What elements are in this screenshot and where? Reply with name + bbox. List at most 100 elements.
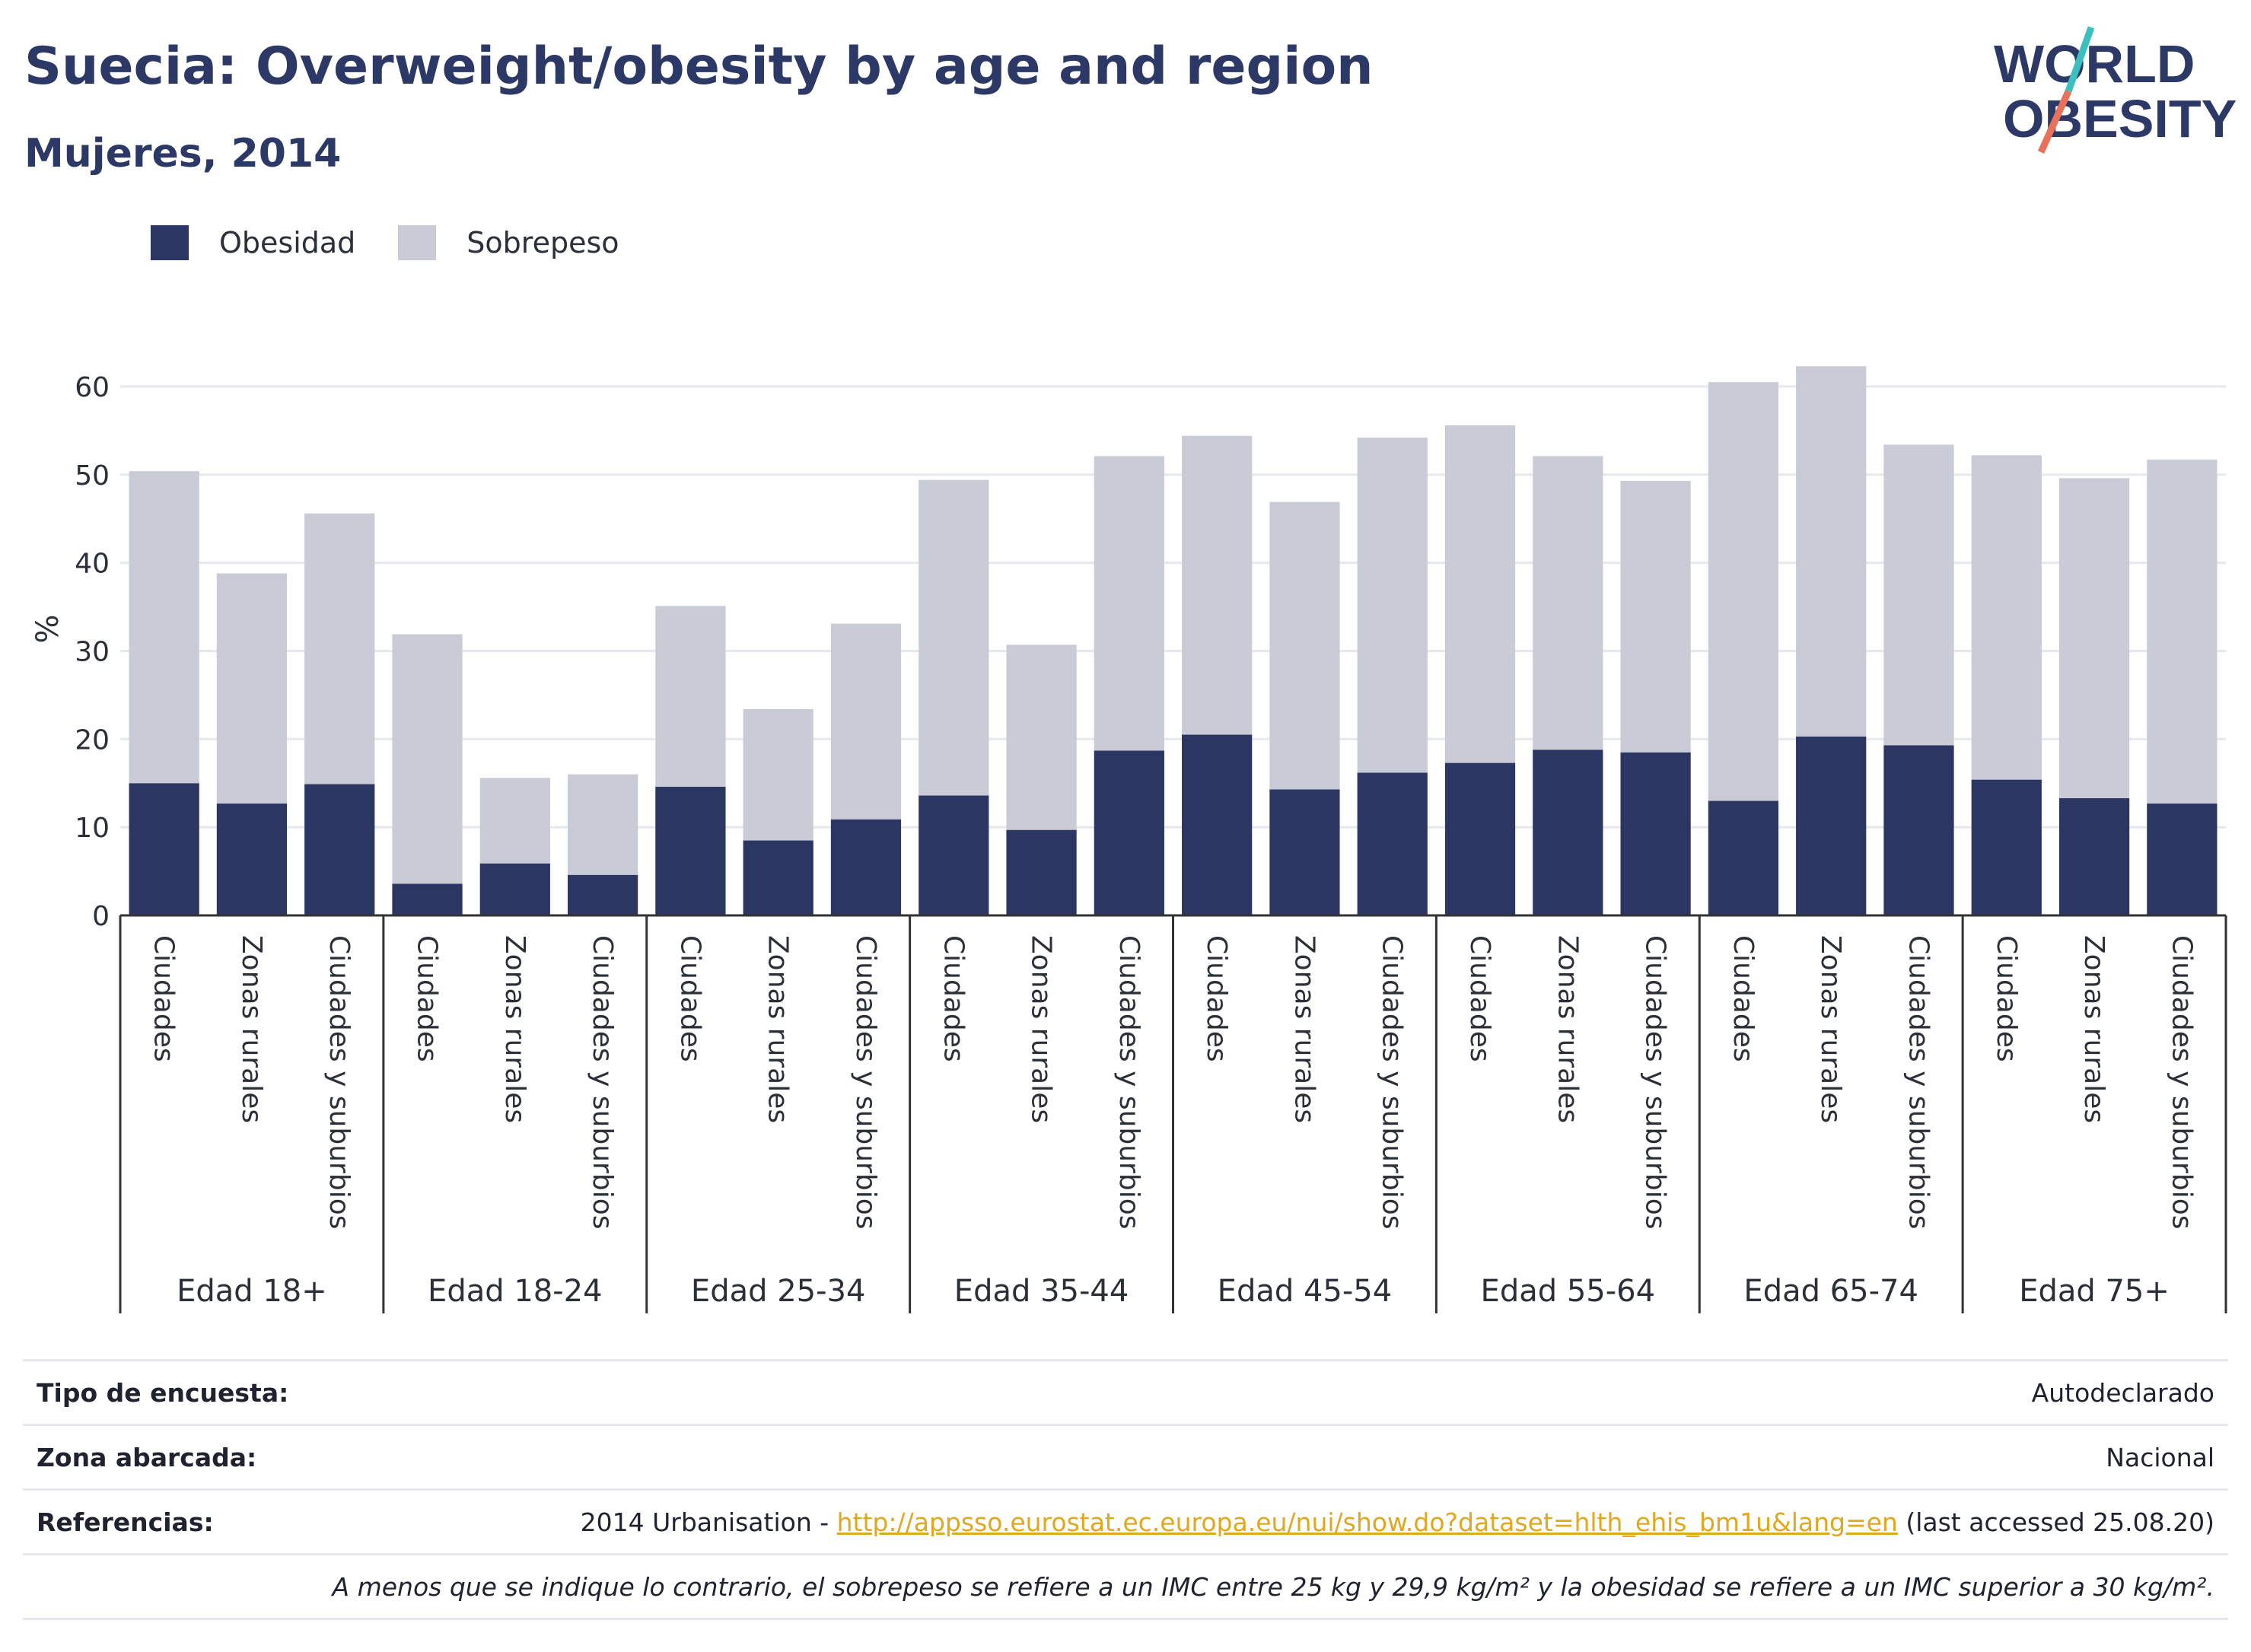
category-label: Ciudades y suburbios	[587, 935, 618, 1230]
y-tick-label: 40	[75, 549, 110, 580]
category-label: Ciudades y suburbios	[323, 935, 355, 1230]
bar-obesidad-21	[1883, 745, 1954, 915]
category-label: Ciudades	[674, 935, 705, 1062]
bar-sobrepeso-13	[1182, 435, 1253, 735]
legend-label-sobrepeso: Sobrepeso	[466, 226, 619, 259]
bar-obesidad-11	[1006, 829, 1077, 915]
bar-sobrepeso-1	[129, 471, 199, 784]
bar-obesidad-9	[830, 819, 902, 915]
category-label: Ciudades	[1201, 935, 1232, 1062]
references-value: 2014 Urbanisation - http://appsso.eurost…	[581, 1507, 2228, 1537]
world-obesity-logo: WORLD OBESITY	[1994, 26, 2237, 154]
category-label: Ciudades y suburbios	[1640, 935, 1671, 1230]
bar-sobrepeso-12	[1094, 456, 1164, 751]
bar-sobrepeso-8	[743, 708, 813, 841]
info-row-note: A menos que se indique lo contrario, el …	[23, 1555, 2228, 1620]
group-label: Edad 55-64	[1481, 1274, 1656, 1309]
group-label: Edad 35-44	[954, 1274, 1129, 1309]
chart-title: Suecia: Overweight/obesity by age and re…	[24, 37, 1374, 97]
area-label: Zona abarcada:	[37, 1442, 257, 1472]
group-label: Edad 45-54	[1218, 1274, 1393, 1309]
legend-swatch-sobrepeso	[398, 225, 437, 260]
stacked-bar-chart: 0 10 20 30 40 50 60% Ciudades Zonas rurales Ciuda…	[30, 366, 2227, 1313]
group-label: Edad 65-74	[1743, 1274, 1918, 1309]
info-table: Tipo de encuesta: Autodeclarado Zona aba…	[23, 1359, 2228, 1620]
bar-sobrepeso-3	[304, 513, 375, 785]
category-label: Ciudades y suburbios	[1113, 935, 1145, 1230]
bar-obesidad-18	[1620, 752, 1691, 915]
info-row-area: Zona abarcada: Nacional	[23, 1426, 2228, 1491]
bar-obesidad-7	[655, 786, 726, 915]
category-label: Ciudades	[938, 935, 969, 1062]
category-label: Zonas rurales	[236, 935, 267, 1123]
bar-obesidad-22	[1971, 779, 2042, 915]
category-label: Ciudades y suburbios	[1902, 935, 1934, 1230]
y-tick-label: 60	[75, 372, 110, 403]
group-label: Edad 18-24	[428, 1274, 603, 1309]
bar-sobrepeso-21	[1883, 444, 1954, 746]
references-suffix: (last accessed 25.08.20)	[1897, 1507, 2214, 1537]
bar-obesidad-5	[479, 863, 550, 915]
bar-obesidad-15	[1357, 772, 1428, 915]
category-label: Zonas rurales	[499, 935, 530, 1123]
bar-obesidad-8	[743, 840, 813, 915]
bar-sobrepeso-4	[392, 634, 463, 884]
category-label: Ciudades	[1727, 935, 1759, 1062]
bar-sobrepeso-16	[1444, 425, 1516, 763]
legend-swatch-obesidad	[151, 225, 189, 260]
bar-sobrepeso-11	[1006, 645, 1077, 830]
category-label: Zonas rurales	[763, 935, 794, 1123]
logo-slash-red	[2037, 90, 2072, 154]
category-label: Zonas rurales	[1026, 935, 1057, 1123]
category-label: Ciudades	[148, 935, 180, 1062]
bar-obesidad-12	[1094, 750, 1164, 915]
references-label: Referencias:	[37, 1507, 214, 1537]
bar-sobrepeso-10	[919, 479, 989, 796]
category-label: Ciudades y suburbios	[2166, 935, 2197, 1230]
survey-type-label: Tipo de encuesta:	[37, 1377, 289, 1408]
bar-obesidad-17	[1533, 750, 1603, 915]
bar-obesidad-1	[129, 783, 199, 915]
legend: Obesidad Sobrepeso	[151, 225, 662, 260]
bar-obesidad-24	[2147, 803, 2218, 915]
bar-obesidad-19	[1708, 801, 1779, 915]
bar-obesidad-13	[1182, 734, 1253, 915]
info-row-references: Referencias: 2014 Urbanisation - http://…	[23, 1491, 2228, 1555]
bar-sobrepeso-20	[1796, 366, 1867, 737]
logo-word-2: OBESITY	[2003, 89, 2237, 148]
category-label: Zonas rurales	[1552, 935, 1583, 1123]
bar-sobrepeso-22	[1971, 455, 2042, 780]
definition-note: A menos que se indique lo contrario, el …	[332, 1571, 2214, 1602]
category-label: Ciudades	[1991, 935, 2022, 1062]
bar-sobrepeso-7	[655, 606, 726, 787]
bar-sobrepeso-19	[1708, 382, 1779, 801]
bar-sobrepeso-5	[479, 778, 550, 864]
bar-obesidad-23	[2058, 797, 2130, 915]
category-label: Zonas rurales	[1815, 935, 1846, 1123]
bar-sobrepeso-14	[1269, 501, 1340, 790]
category-label: Ciudades y suburbios	[850, 935, 881, 1230]
bar-sobrepeso-2	[216, 573, 288, 804]
category-label: Ciudades	[1464, 935, 1495, 1062]
group-label: Edad 75+	[2019, 1274, 2170, 1309]
logo-word-1: WORLD	[1994, 34, 2195, 94]
bar-sobrepeso-15	[1357, 438, 1428, 773]
references-prefix: 2014 Urbanisation -	[580, 1507, 837, 1537]
bar-sobrepeso-24	[2147, 460, 2218, 804]
area-value: Nacional	[2106, 1442, 2214, 1472]
info-row-survey: Tipo de encuesta: Autodeclarado	[23, 1359, 2228, 1426]
bar-obesidad-3	[304, 784, 375, 915]
bar-sobrepeso-9	[830, 623, 902, 820]
bar-obesidad-4	[392, 883, 463, 915]
bar-sobrepeso-23	[2058, 478, 2130, 798]
category-label: Zonas rurales	[2078, 935, 2109, 1123]
y-tick-label: 50	[75, 460, 110, 492]
bar-sobrepeso-6	[567, 774, 638, 875]
bar-obesidad-2	[216, 803, 288, 915]
references-link[interactable]: http://appsso.eurostat.ec.europa.eu/nui/…	[836, 1507, 1898, 1537]
category-label: Ciudades	[412, 935, 443, 1062]
legend-item-obesidad: Obesidad	[151, 225, 355, 260]
y-tick-label: 0	[92, 901, 110, 932]
y-tick-label: 20	[75, 724, 110, 756]
bar-obesidad-10	[919, 795, 989, 915]
